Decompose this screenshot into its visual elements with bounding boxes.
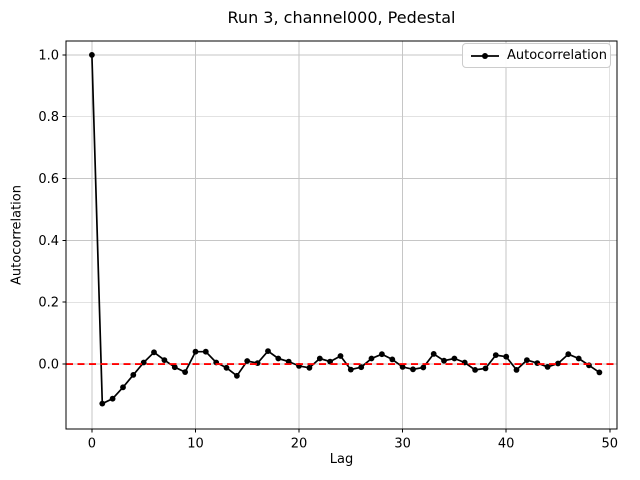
data-point-marker — [534, 360, 541, 366]
data-point-marker — [368, 355, 375, 362]
data-point-marker — [555, 360, 561, 367]
data-point-marker — [130, 372, 137, 378]
axes-spines — [65, 40, 618, 430]
legend-line-marker-icon — [471, 52, 499, 59]
data-point-marker — [492, 352, 499, 358]
data-point-marker — [451, 355, 458, 362]
data-point-marker — [285, 358, 292, 365]
data-point-marker — [327, 358, 333, 365]
data-point-marker — [399, 364, 406, 370]
x-tick-label: 0 — [88, 437, 96, 452]
data-point-marker — [244, 358, 251, 364]
data-point-marker — [524, 357, 530, 363]
data-point-marker — [430, 351, 437, 357]
chart-title: Run 3, channel000, Pedestal — [227, 8, 456, 27]
data-point-marker — [223, 364, 230, 371]
data-point-marker — [575, 355, 582, 362]
y-tick-label: 0.0 — [38, 358, 59, 373]
data-point-marker — [202, 348, 209, 355]
data-point-marker — [99, 400, 106, 407]
data-point-marker — [472, 367, 478, 373]
x-tick-label: 40 — [498, 437, 515, 452]
legend: Autocorrelation — [462, 43, 611, 68]
data-point-marker — [254, 360, 261, 366]
x-tick-label: 20 — [291, 437, 308, 452]
data-point-marker — [347, 366, 354, 373]
x-tick-label: 10 — [187, 437, 204, 452]
y-tick-label: 0.6 — [38, 172, 59, 187]
y-tick-label: 0.4 — [38, 234, 59, 249]
data-point-marker — [316, 355, 323, 362]
x-axis-label: Lag — [329, 452, 354, 467]
data-point-marker — [109, 395, 116, 402]
x-tick-label: 50 — [601, 437, 618, 452]
autocorrelation-line — [91, 54, 601, 405]
data-point-marker — [265, 348, 271, 354]
data-point-marker — [120, 384, 126, 391]
data-point-marker — [420, 364, 427, 371]
x-tick-label: 30 — [394, 437, 411, 452]
data-point-marker — [544, 364, 551, 370]
data-point-marker — [192, 348, 199, 355]
data-point-marker — [565, 351, 572, 358]
data-point-marker — [596, 369, 603, 376]
data-point-marker — [275, 355, 282, 362]
data-point-marker — [441, 357, 447, 364]
data-point-marker — [482, 365, 489, 372]
data-point-marker — [161, 357, 168, 363]
data-point-marker — [410, 366, 416, 373]
y-tick-label: 1.0 — [38, 48, 59, 63]
data-point-marker — [358, 364, 365, 371]
data-point-marker — [389, 356, 396, 363]
data-point-marker — [171, 364, 178, 371]
data-point-marker — [379, 351, 385, 358]
data-point-marker — [503, 353, 510, 360]
y-tick-label: 0.2 — [38, 296, 59, 311]
y-axis-label: Autocorrelation — [9, 185, 25, 285]
data-point-marker — [513, 367, 520, 373]
legend-label: Autocorrelation — [507, 48, 607, 63]
data-point-marker — [89, 52, 95, 58]
y-tick-label: 0.8 — [38, 110, 59, 125]
data-point-marker — [306, 364, 313, 371]
data-point-marker — [182, 369, 189, 375]
data-point-marker — [151, 349, 157, 356]
data-point-marker — [140, 359, 147, 366]
data-point-marker — [234, 372, 240, 379]
data-point-marker — [337, 353, 344, 359]
